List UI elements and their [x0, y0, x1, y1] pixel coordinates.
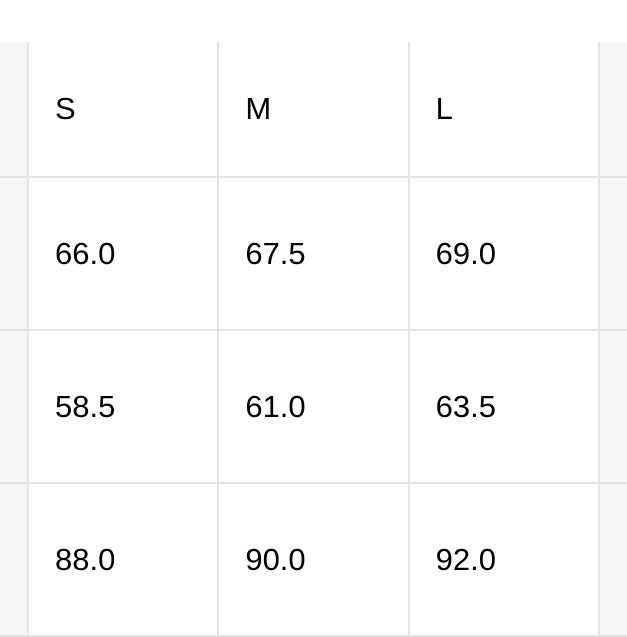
stub-cell [599, 330, 627, 483]
stub-cell [0, 42, 28, 177]
stub-cell [599, 177, 627, 330]
stub-cell [0, 177, 28, 330]
column-header: L [409, 42, 599, 177]
stub-cell [599, 42, 627, 177]
table-cell: 58.5 [28, 330, 218, 483]
table-row: 66.067.569.0 [0, 177, 627, 330]
table-cell: 88.0 [28, 483, 218, 636]
column-header: S [28, 42, 218, 177]
table-cell: 67.5 [218, 177, 408, 330]
table-cell: 69.0 [409, 177, 599, 330]
table-cell: 61.0 [218, 330, 408, 483]
stub-cell [599, 483, 627, 636]
table-cell: 92.0 [409, 483, 599, 636]
size-chart-table: SML66.067.569.058.561.063.588.090.092.0 [0, 42, 627, 637]
table-row: 58.561.063.5 [0, 330, 627, 483]
stub-cell [0, 483, 28, 636]
table-cell: 66.0 [28, 177, 218, 330]
stub-cell [0, 330, 28, 483]
table-cell: 90.0 [218, 483, 408, 636]
table-cell: 63.5 [409, 330, 599, 483]
table-row: 88.090.092.0 [0, 483, 627, 636]
column-header: M [218, 42, 408, 177]
